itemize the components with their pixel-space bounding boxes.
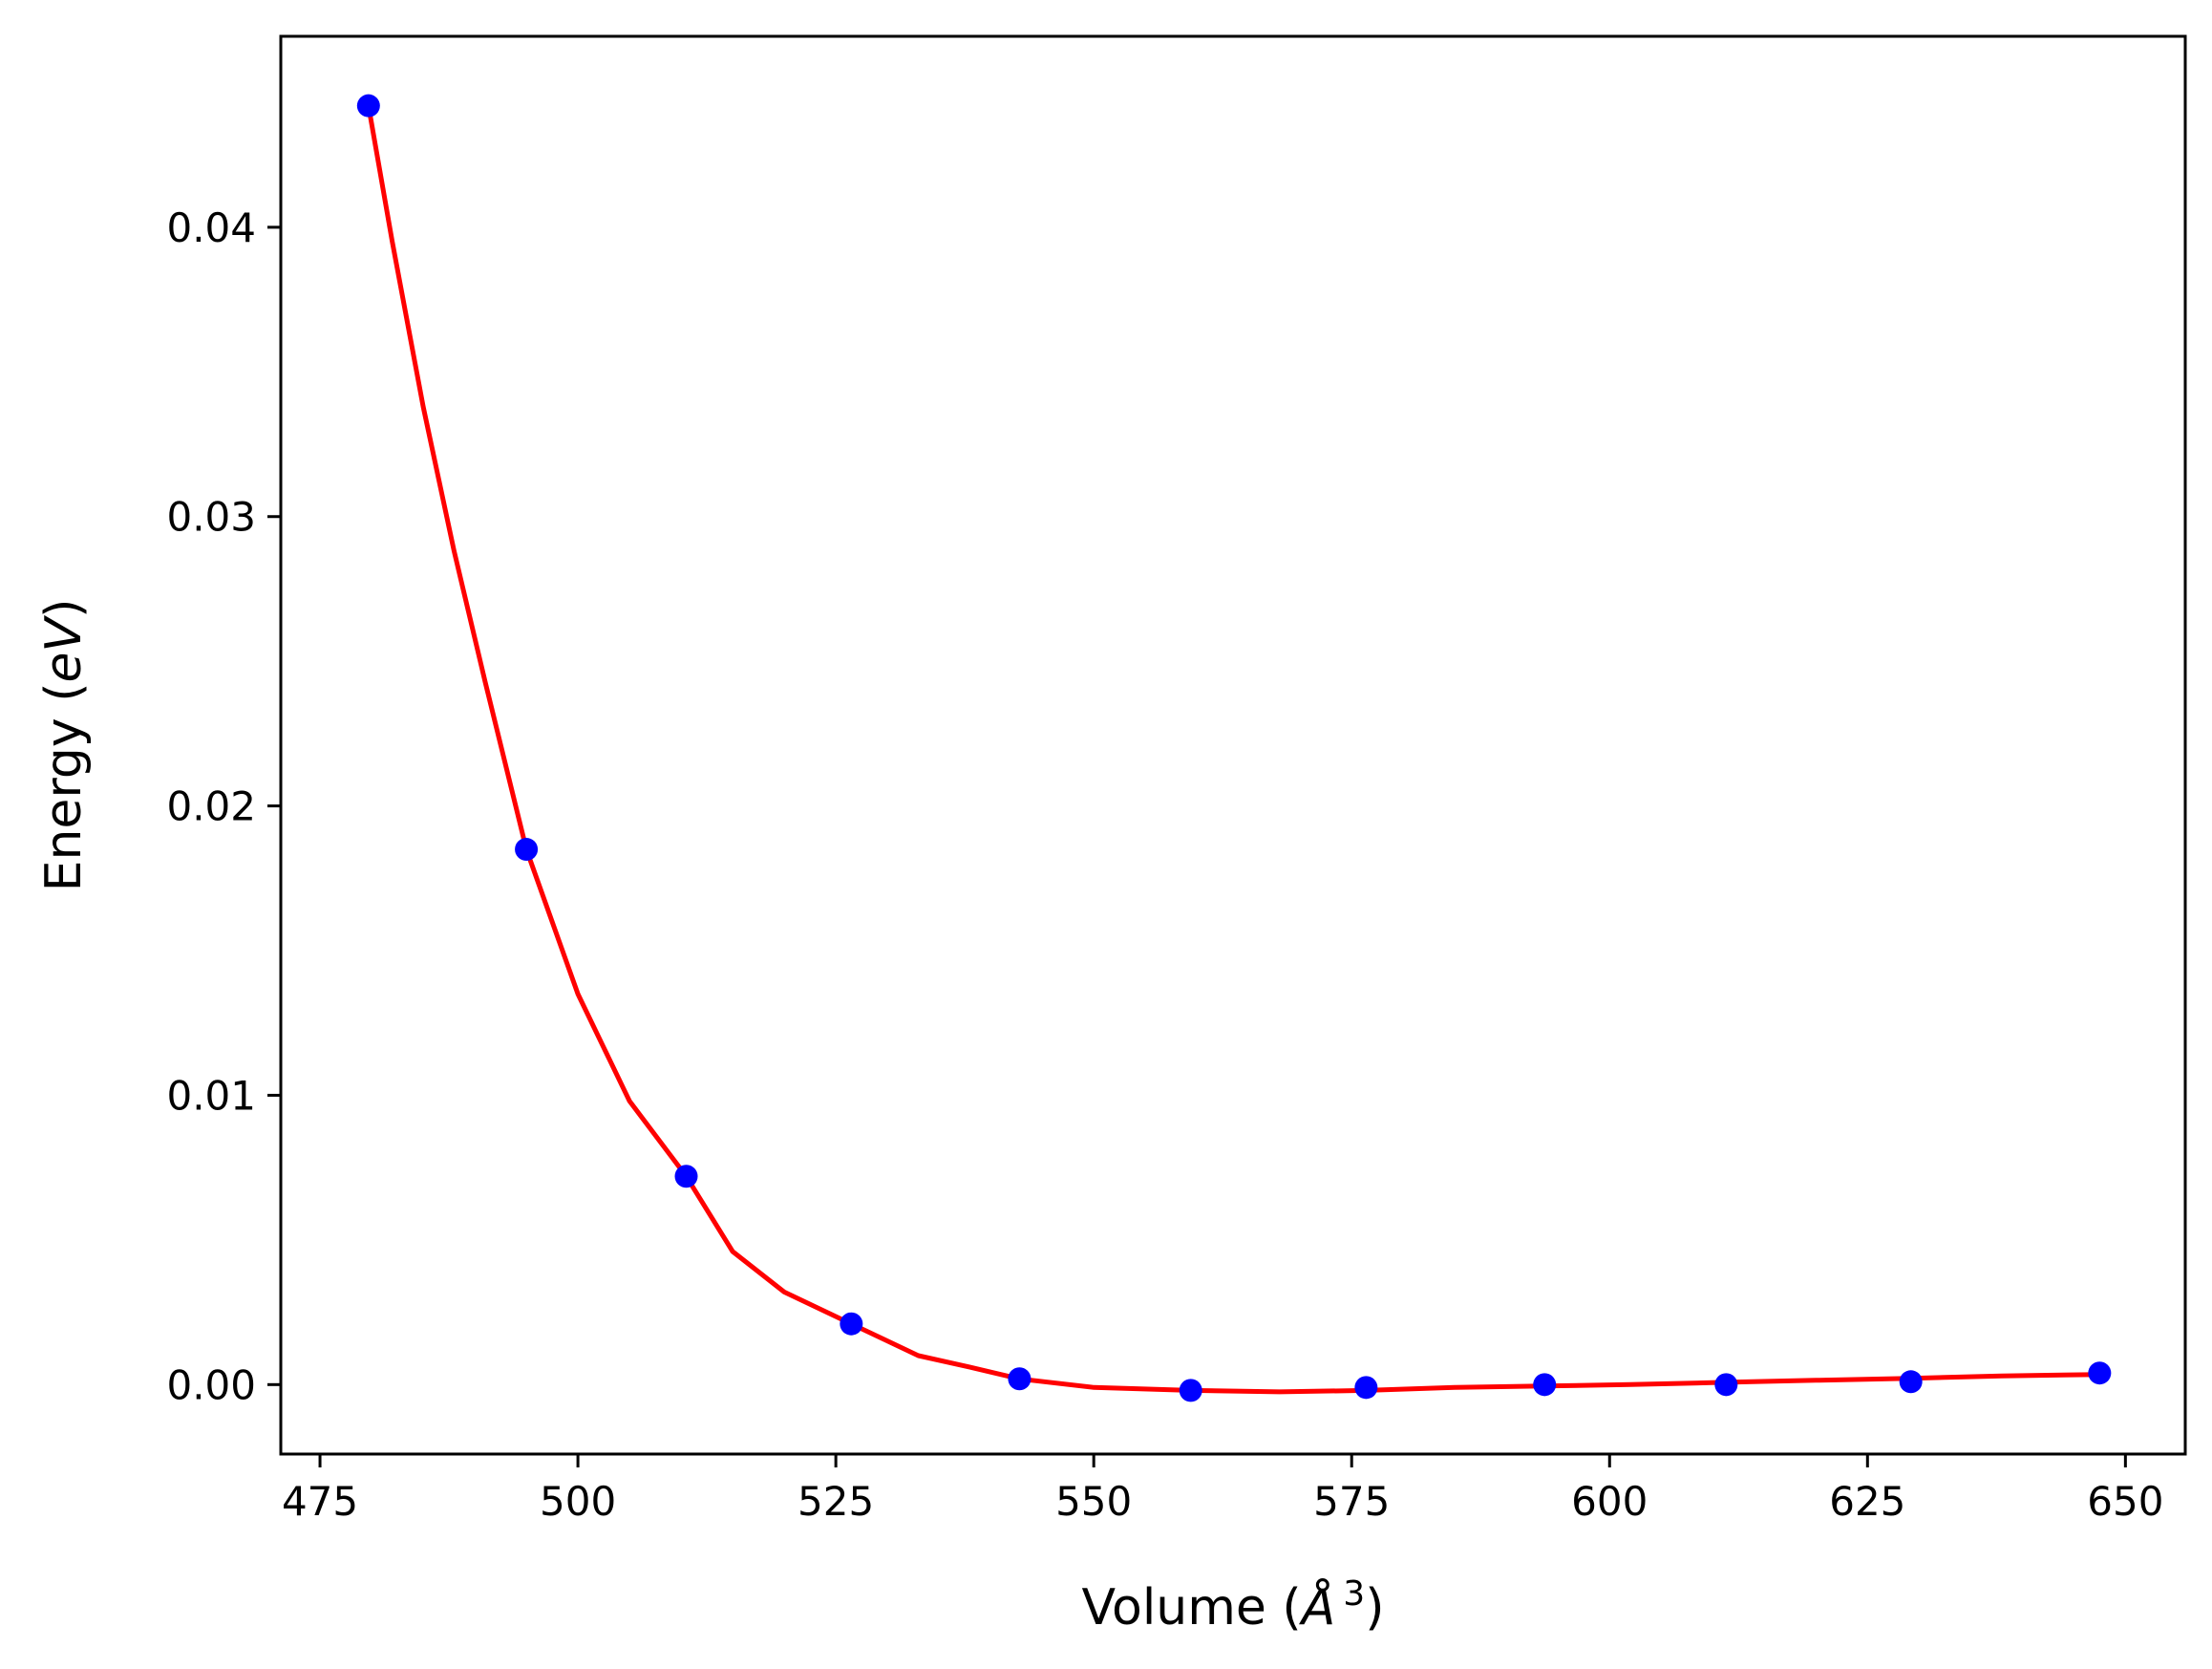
data-point-7 [1354, 1376, 1378, 1400]
x-axis-label-symbol: Å [1299, 1577, 1336, 1637]
y-axis-label: Energy (eV) [35, 599, 93, 892]
data-point-11 [2088, 1361, 2112, 1385]
data-point-5 [1008, 1367, 1032, 1391]
plot-layer [356, 94, 2112, 1402]
y-axis: 0.00 0.01 0.02 0.03 0.04 [166, 204, 281, 1408]
x-tick-label-475: 475 [282, 1478, 358, 1525]
y-tick-label-3: 0.03 [166, 494, 256, 541]
x-tick-label-500: 500 [540, 1478, 616, 1525]
data-point-3 [674, 1165, 698, 1188]
x-tick-label-625: 625 [1829, 1478, 1905, 1525]
y-axis-label-suffix: ) [35, 599, 93, 618]
x-axis: 475 500 525 550 575 600 625 650 [282, 1454, 2163, 1525]
data-points [356, 94, 2112, 1402]
y-tick-label-2: 0.02 [166, 783, 256, 830]
x-tick-label-600: 600 [1571, 1478, 1648, 1525]
y-tick-label-4: 0.04 [166, 204, 256, 251]
x-tick-label-575: 575 [1313, 1478, 1390, 1525]
x-axis-label-superscript: 3 [1343, 1574, 1365, 1614]
data-point-9 [1714, 1373, 1738, 1397]
y-axis-label-symbol: eV [35, 615, 93, 683]
plot-frame [279, 34, 2187, 1456]
data-point-2 [515, 838, 539, 862]
data-point-10 [1899, 1370, 1923, 1394]
x-tick-label-525: 525 [798, 1478, 874, 1525]
x-axis-label-prefix: Volume ( [1082, 1579, 1302, 1637]
data-point-4 [840, 1312, 863, 1336]
data-point-1 [356, 94, 380, 118]
y-tick-label-1: 0.01 [166, 1072, 256, 1119]
x-axis-label: Volume (Å 3) [1082, 1574, 1385, 1637]
fit-line [366, 103, 2102, 1395]
x-axis-label-suffix: ) [1365, 1579, 1384, 1637]
y-tick-label-0: 0.00 [166, 1361, 256, 1408]
data-point-8 [1533, 1373, 1557, 1397]
x-tick-label-550: 550 [1055, 1478, 1132, 1525]
x-tick-label-650: 650 [2087, 1478, 2163, 1525]
y-axis-label-prefix: Energy ( [35, 683, 93, 892]
data-point-6 [1179, 1379, 1202, 1402]
